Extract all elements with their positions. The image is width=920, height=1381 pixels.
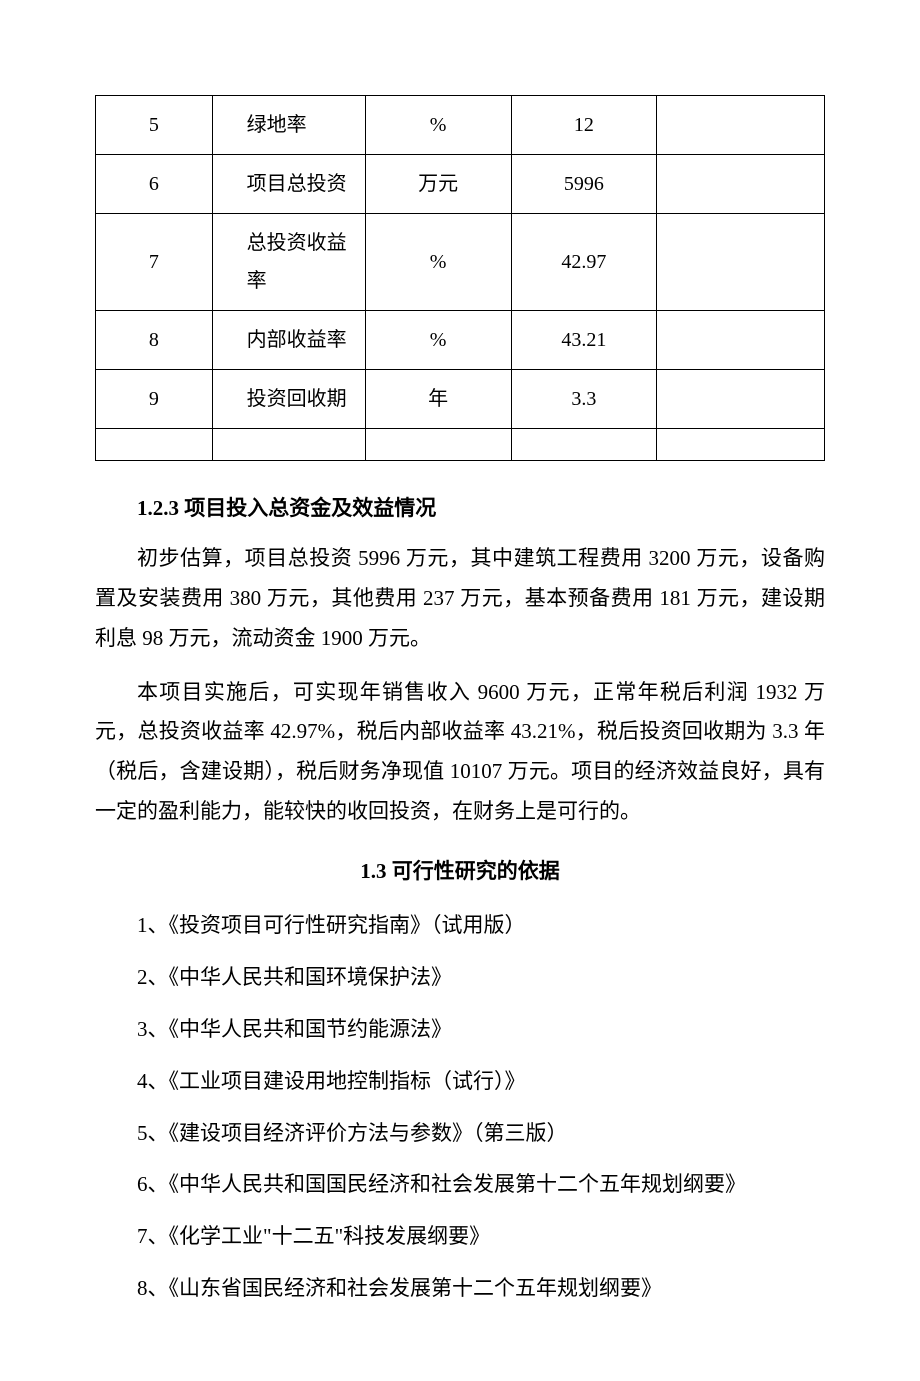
indicators-table: 5 绿地率 % 12 6 项目总投资 万元 5996 7 总投资收益率 % 42… <box>95 95 825 461</box>
paragraph: 本项目实施后，可实现年销售收入 9600 万元，正常年税后利润 1932 万元，… <box>95 673 825 833</box>
cell-unit: % <box>365 96 511 155</box>
cell-num: 8 <box>96 311 213 370</box>
cell-unit: 万元 <box>365 155 511 214</box>
cell-name: 项目总投资 <box>212 155 365 214</box>
cell-unit: % <box>365 214 511 311</box>
cell-name: 总投资收益率 <box>212 214 365 311</box>
cell-num: 6 <box>96 155 213 214</box>
table-row-empty <box>96 429 825 461</box>
cell-empty <box>365 429 511 461</box>
cell-value: 42.97 <box>511 214 657 311</box>
cell-num: 9 <box>96 370 213 429</box>
list-item: 8、《山东省国民经济和社会发展第十二个五年规划纲要》 <box>95 1269 825 1309</box>
cell-note <box>657 370 825 429</box>
cell-unit: % <box>365 311 511 370</box>
list-item: 2、《中华人民共和国环境保护法》 <box>95 958 825 998</box>
paragraph: 初步估算，项目总投资 5996 万元，其中建筑工程费用 3200 万元，设备购置… <box>95 539 825 659</box>
cell-value: 12 <box>511 96 657 155</box>
table-row: 8 内部收益率 % 43.21 <box>96 311 825 370</box>
list-item: 3、《中华人民共和国节约能源法》 <box>95 1010 825 1050</box>
cell-name: 绿地率 <box>212 96 365 155</box>
table-row: 9 投资回收期 年 3.3 <box>96 370 825 429</box>
list-item: 6、《中华人民共和国国民经济和社会发展第十二个五年规划纲要》 <box>95 1165 825 1205</box>
cell-note <box>657 155 825 214</box>
cell-value: 3.3 <box>511 370 657 429</box>
list-item: 7、《化学工业"十二五"科技发展纲要》 <box>95 1217 825 1257</box>
cell-empty <box>212 429 365 461</box>
cell-name: 内部收益率 <box>212 311 365 370</box>
cell-empty <box>657 429 825 461</box>
cell-name: 投资回收期 <box>212 370 365 429</box>
list-item: 5、《建设项目经济评价方法与参数》（第三版） <box>95 1114 825 1154</box>
cell-empty <box>96 429 213 461</box>
cell-unit: 年 <box>365 370 511 429</box>
table-row: 7 总投资收益率 % 42.97 <box>96 214 825 311</box>
table-body: 5 绿地率 % 12 6 项目总投资 万元 5996 7 总投资收益率 % 42… <box>96 96 825 461</box>
section-1-2-3-title: 1.2.3 项目投入总资金及效益情况 <box>95 489 825 529</box>
cell-num: 5 <box>96 96 213 155</box>
cell-note <box>657 96 825 155</box>
table-row: 6 项目总投资 万元 5996 <box>96 155 825 214</box>
cell-value: 5996 <box>511 155 657 214</box>
table-row: 5 绿地率 % 12 <box>96 96 825 155</box>
cell-value: 43.21 <box>511 311 657 370</box>
cell-empty <box>511 429 657 461</box>
cell-note <box>657 311 825 370</box>
list-item: 1、《投资项目可行性研究指南》（试用版） <box>95 906 825 946</box>
cell-note <box>657 214 825 311</box>
list-item: 4、《工业项目建设用地控制指标（试行）》 <box>95 1062 825 1102</box>
section-1-3-title: 1.3 可行性研究的依据 <box>95 852 825 892</box>
cell-num: 7 <box>96 214 213 311</box>
